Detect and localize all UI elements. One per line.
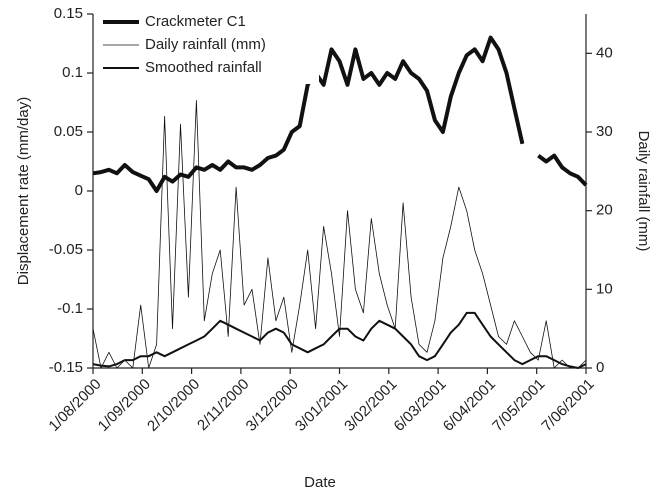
series-line (92, 100, 587, 369)
y2-tick-label: 40 (596, 44, 613, 61)
legend-label: Daily rainfall (mm) (145, 36, 266, 53)
x-tick-label: 3/02/2001 (341, 376, 400, 435)
y-tick-label: 0 (75, 182, 83, 199)
x-tick-label: 1/08/2000 (45, 376, 104, 435)
y-tick-label: -0.05 (49, 241, 83, 258)
y2-tick-label: 0 (596, 359, 604, 376)
y-tick-label: 0.05 (54, 123, 83, 140)
x-tick-label: 2/10/2000 (144, 376, 203, 435)
y2-tick-label: 30 (596, 123, 613, 140)
legend-label: Smoothed rainfall (145, 59, 262, 76)
y2-tick-label: 10 (596, 280, 613, 297)
x-tick-label: 6/03/2001 (391, 376, 450, 435)
y2-axis-label: Daily rainfall (mm) (635, 131, 652, 252)
x-tick-label: 3/01/2001 (292, 376, 351, 435)
x-tick-label: 7/05/2001 (489, 376, 548, 435)
y-tick-label: 0.15 (54, 5, 83, 22)
x-tick-label: 6/04/2001 (440, 376, 499, 435)
x-tick-label: 1/09/2000 (95, 376, 154, 435)
legend-label: Crackmeter C1 (145, 13, 246, 30)
y-tick-label: -0.1 (57, 300, 83, 317)
y2-tick-label: 20 (596, 202, 613, 219)
x-axis-label: Date (304, 474, 336, 491)
series-line (92, 35, 588, 193)
series-line (92, 311, 587, 369)
y-axis-label: Displacement rate (mm/day) (15, 97, 32, 285)
x-tick-label: 3/12/2000 (243, 376, 302, 435)
y-tick-label: -0.15 (49, 359, 83, 376)
x-tick-label: 7/06/2001 (538, 376, 597, 435)
y-tick-label: 0.1 (62, 64, 83, 81)
